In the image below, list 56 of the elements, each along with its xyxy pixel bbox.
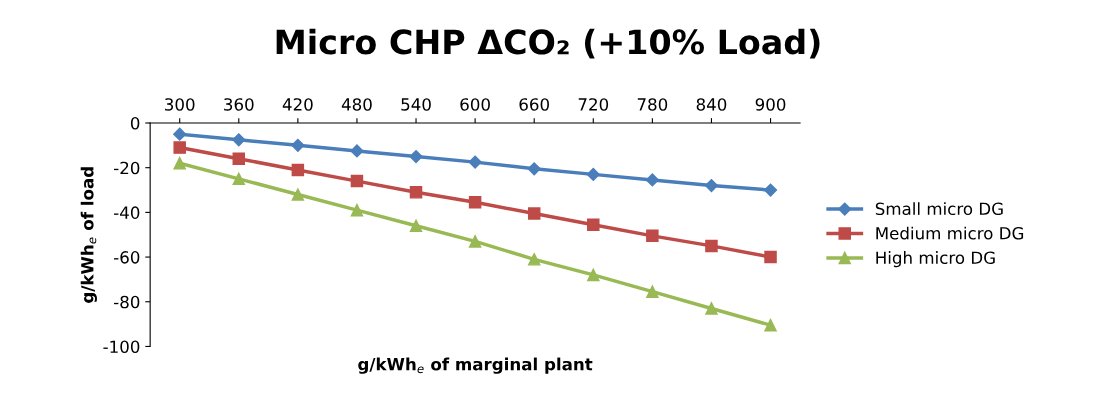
point [587, 218, 600, 231]
point [291, 163, 305, 177]
point [350, 174, 364, 188]
x-tick-label: 900 [755, 98, 786, 111]
y-tick-label: -80 [114, 295, 140, 309]
point [232, 172, 246, 186]
point [468, 155, 482, 169]
x-tick-label: 780 [637, 98, 668, 111]
point [409, 219, 423, 233]
chart-title: Micro CHP ΔCO₂ (+10% Load) [276, 28, 820, 59]
point [173, 141, 186, 154]
legend-label: High micro DG [876, 251, 995, 268]
point [527, 253, 541, 266]
point [646, 285, 659, 298]
point [291, 188, 305, 201]
point [764, 318, 777, 332]
point [527, 162, 541, 176]
point [587, 268, 600, 282]
point [173, 127, 187, 141]
x-tick-label: 480 [341, 98, 372, 111]
x-axis-title: g/kWh$_{e}$ of marginal plant [358, 357, 593, 374]
y-axis-title: g/kWh$_{e}$ of load [80, 167, 97, 303]
point [764, 250, 777, 264]
point [468, 196, 482, 209]
y-tick-label: -60 [114, 251, 140, 264]
point [645, 173, 659, 187]
point [291, 138, 305, 152]
x-tick-label: 420 [282, 98, 313, 111]
y-tick-label: 0 [130, 116, 140, 130]
point [527, 207, 541, 220]
point [705, 302, 718, 315]
x-tick-label: 660 [519, 98, 549, 111]
point [173, 156, 186, 170]
x-tick-label: 720 [578, 98, 609, 111]
point [646, 229, 659, 243]
point [350, 144, 364, 158]
point [705, 239, 718, 253]
x-tick-label: 300 [165, 98, 195, 111]
x-tick-label: 540 [401, 98, 431, 111]
x-tick-label: 600 [460, 98, 490, 111]
legend-label: Medium micro DG [876, 226, 1024, 240]
x-tick-label: 840 [696, 98, 727, 111]
point [763, 183, 778, 197]
point [409, 149, 423, 164]
point [586, 167, 600, 181]
legend-label: Small micro DG [875, 202, 1003, 216]
y-tick-label: -100 [103, 340, 140, 354]
point [409, 186, 423, 199]
point [704, 178, 719, 193]
point [232, 133, 246, 147]
point [350, 203, 364, 217]
y-tick-label: -40 [114, 206, 140, 219]
x-tick-label: 360 [224, 98, 254, 111]
y-tick-label: -20 [114, 161, 140, 175]
point [232, 152, 246, 166]
point [468, 235, 482, 248]
